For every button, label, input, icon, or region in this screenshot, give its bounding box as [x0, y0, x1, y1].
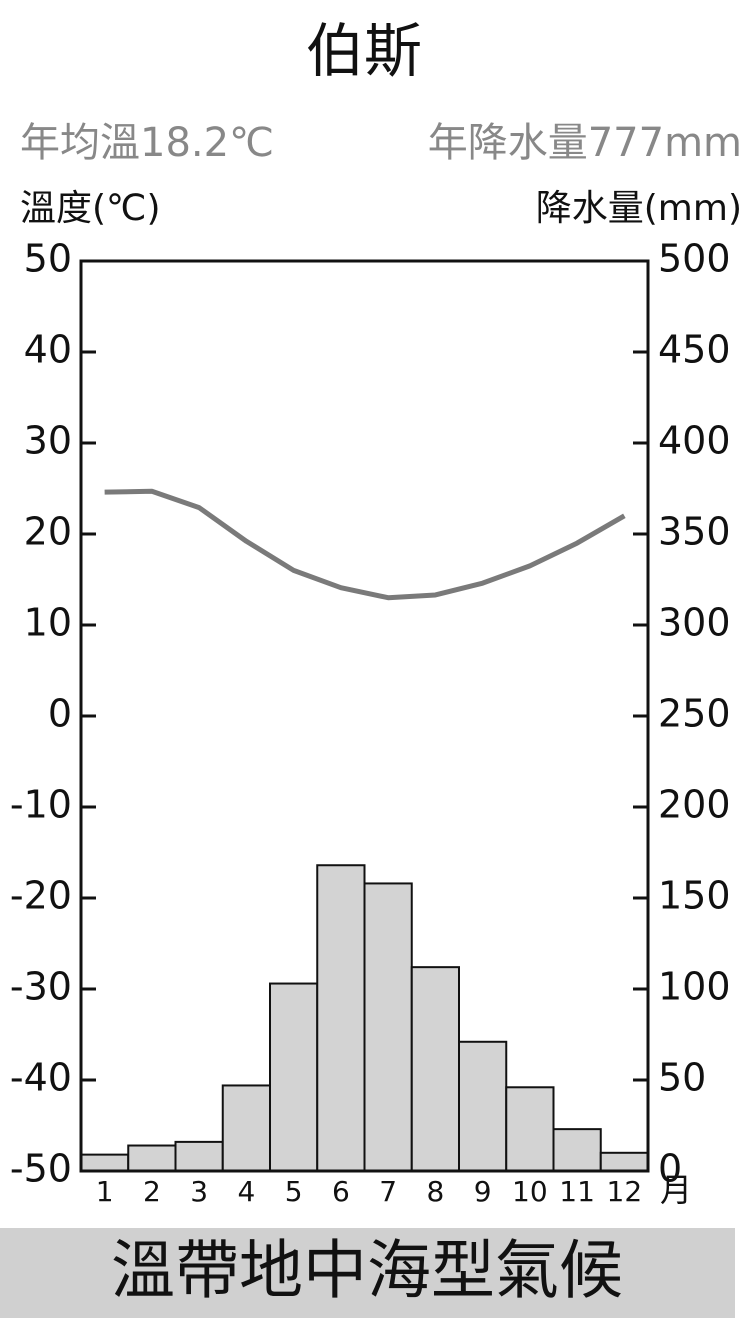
bar: [552, 1128, 602, 1173]
bar: [269, 982, 319, 1172]
x-tick-label: 3: [190, 1175, 208, 1208]
bar: [410, 966, 460, 1172]
bar: [599, 1151, 649, 1173]
x-axis-label: 月: [660, 1171, 692, 1209]
y-tick-label: -20: [10, 874, 72, 918]
x-tick-label: 4: [237, 1175, 255, 1208]
y2-tick-label: 300: [658, 601, 731, 645]
y-axis-label: 溫度(℃): [20, 188, 161, 229]
bar: [221, 1084, 271, 1172]
x-tick-label: 7: [379, 1175, 397, 1208]
y-tick-label: -30: [10, 965, 72, 1009]
plot-frame: [79, 259, 650, 1173]
x-tick-label: 9: [474, 1175, 492, 1208]
x-tick-label: 11: [559, 1175, 595, 1208]
y2-tick-label: 400: [658, 419, 731, 463]
annotation: 年降水量777mm: [428, 120, 742, 166]
y-tick-label: 0: [48, 692, 72, 736]
y2-tick-label: 100: [658, 965, 731, 1009]
annotation: 年均溫18.2℃: [20, 120, 274, 166]
y2-axis-label: 降水量(mm): [536, 188, 742, 229]
bar: [174, 1140, 224, 1173]
x-tick-label: 12: [607, 1175, 643, 1208]
y2-tick-label: 250: [658, 692, 731, 736]
bar: [505, 1086, 555, 1173]
x-tick-label: 6: [332, 1175, 350, 1208]
y-tick-label: 50: [24, 237, 72, 281]
chart-title: 伯斯: [306, 17, 422, 85]
y2-tick-label: 350: [658, 510, 731, 554]
y-tick-label: -10: [10, 783, 72, 827]
bar: [458, 1040, 508, 1173]
y2-tick-label: 0: [658, 1147, 682, 1191]
bar: [363, 882, 413, 1172]
x-tick-label: 2: [143, 1175, 161, 1208]
y-tick-label: 30: [24, 419, 72, 463]
bar: [316, 864, 366, 1172]
y2-tick-label: 150: [658, 874, 731, 918]
bar: [80, 1153, 130, 1172]
caption-box: [0, 1228, 735, 1318]
y-tick-label: 20: [24, 510, 72, 554]
y2-tick-label: 50: [658, 1056, 706, 1100]
y2-tick-label: 500: [658, 237, 731, 281]
x-tick-label: 8: [426, 1175, 444, 1208]
x-tick-label: 10: [512, 1175, 548, 1208]
caption: 溫帶地中海型氣候: [111, 1235, 623, 1309]
y-tick-label: 10: [24, 601, 72, 645]
x-tick-label: 1: [96, 1175, 114, 1208]
y2-tick-label: 200: [658, 783, 731, 827]
y-tick-label: -40: [10, 1056, 72, 1100]
x-tick-label: 5: [285, 1175, 303, 1208]
bar: [127, 1144, 177, 1173]
y-tick-label: 40: [24, 328, 72, 372]
y2-tick-label: 450: [658, 328, 731, 372]
temperature-line: [104, 488, 626, 601]
y-tick-label: -50: [10, 1147, 72, 1191]
